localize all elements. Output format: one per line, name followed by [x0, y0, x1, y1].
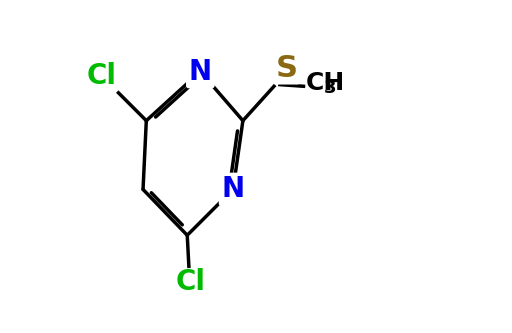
Text: Cl: Cl	[87, 62, 117, 90]
Text: N: N	[222, 175, 245, 203]
Text: S: S	[275, 54, 297, 83]
Text: CH: CH	[306, 71, 345, 95]
Text: 3: 3	[324, 79, 336, 97]
Text: N: N	[189, 58, 212, 86]
Text: Cl: Cl	[176, 268, 205, 296]
